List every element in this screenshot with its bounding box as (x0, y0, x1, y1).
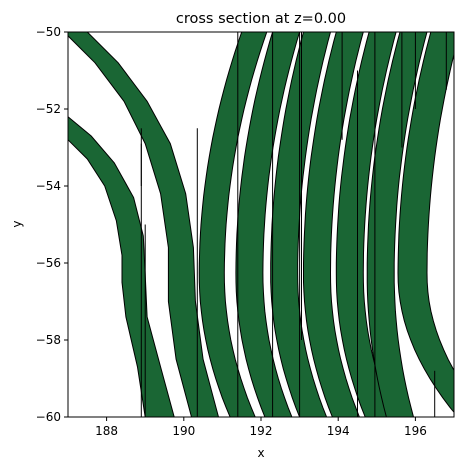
left-strip-2 (68, 32, 220, 417)
right-strip-3 (270, 32, 332, 417)
right-strip-2 (235, 32, 301, 417)
x-tick-label: 192 (250, 424, 273, 438)
right-strip-1 (198, 32, 268, 417)
x-axis-label: x (257, 446, 264, 460)
left-strip-1 (68, 116, 175, 417)
x-tick-label: 196 (404, 424, 427, 438)
cross-section-strips (68, 32, 454, 417)
x-tick-label: 190 (172, 424, 195, 438)
y-tick-label: −60 (36, 410, 61, 424)
y-tick-label: −52 (36, 102, 61, 116)
right-strip-4 (303, 32, 364, 417)
chart-title: cross section at z=0.00 (176, 11, 346, 27)
y-axis: −60 −58 −56 −54 −52 −50 (36, 25, 68, 424)
y-tick-label: −54 (36, 179, 61, 193)
x-axis: 188 190 192 194 196 (95, 417, 427, 438)
y-tick-label: −58 (36, 333, 61, 347)
y-axis-label: y (10, 220, 24, 227)
cross-section-dividers (140, 32, 447, 417)
y-tick-label: −50 (36, 25, 61, 39)
right-strip-5 (335, 32, 397, 417)
y-tick-label: −56 (36, 256, 61, 270)
x-tick-label: 188 (95, 424, 118, 438)
x-tick-label: 194 (327, 424, 350, 438)
right-strip-7 (397, 32, 454, 414)
